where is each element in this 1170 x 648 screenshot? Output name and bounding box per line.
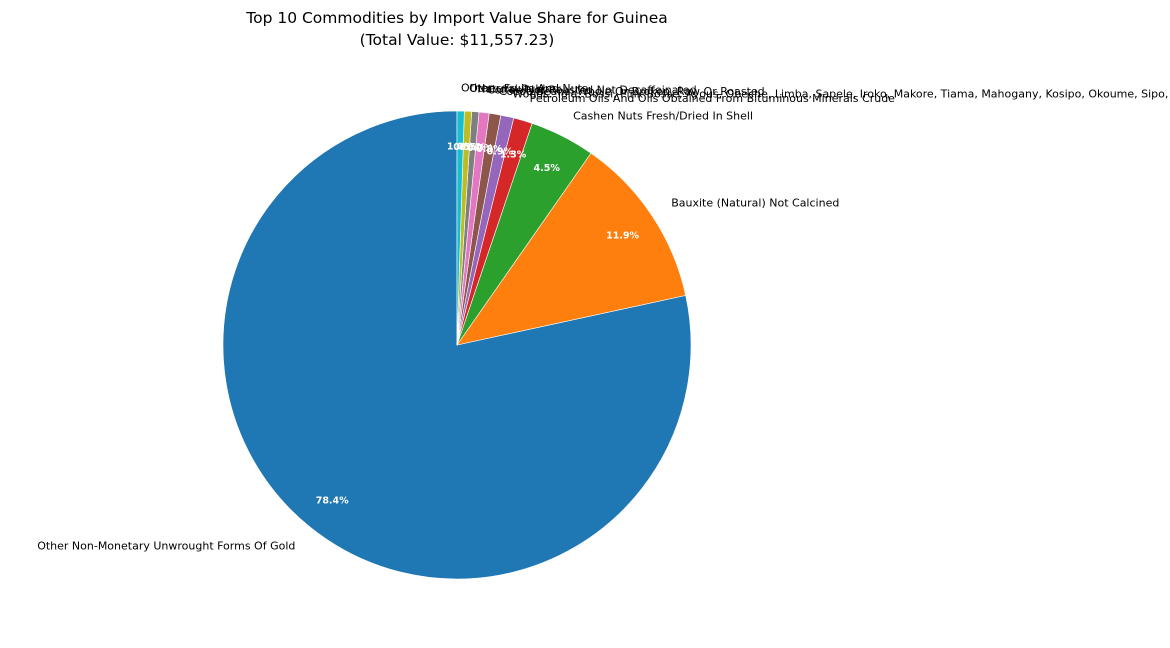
pct-label-other-fruits-and-nuts: 0.5% — [453, 142, 480, 153]
slice-label-natural-rubber: Natural Rubber — [477, 82, 561, 95]
pct-label-natural-rubber: 0.5% — [459, 142, 486, 153]
pct-label-petroleum-oils-and-oils-obtained-from-bi: 1.3% — [500, 150, 527, 161]
slice-label-petroleum-oils-and-oils-obtained-from-bi: Petroleum Oils And Oils Obtained From Bi… — [530, 92, 896, 105]
slice-label-other-non-monetary-unwrought-forms-of-go: Other Non-Monetary Unwrought Forms Of Go… — [37, 539, 295, 552]
pct-label-other: 1.0% — [447, 142, 474, 153]
pie-slice-bauxite-natural-not-calcined — [456, 152, 687, 346]
pie-slices — [222, 110, 692, 580]
slice-label-other: Other — [461, 82, 493, 95]
pct-label-coffee-not-roasted-not-decaffeinated: 0.7% — [467, 143, 494, 154]
slice-labels: Other Non-Monetary Unwrought Forms Of Go… — [37, 82, 1170, 553]
slice-label-bauxite-natural-not-calcined: Bauxite (Natural) Not Calcined — [671, 196, 839, 209]
slice-label-cashen-nuts-fresh-dried-in-shell: Cashen Nuts Fresh/Dried In Shell — [573, 109, 753, 122]
pct-label-woods-tola-bossi-pink-bosse-ayous-obeche: 0.9% — [487, 146, 514, 157]
pct-label-cashen-nuts-fresh-dried-in-shell: 4.5% — [534, 163, 561, 174]
pct-label-cocoa-beans-whole-or-broken-raw-or-roast: 0.8% — [476, 144, 503, 155]
pie-slice-other — [456, 110, 465, 346]
slice-label-coffee-not-roasted-not-decaffeinated: Coffee Not Roasted Not Decaffeinated — [487, 83, 697, 96]
slice-label-cocoa-beans-whole-or-broken-raw-or-roast: Cocoa Beans, Whole Or Broken, Raw Or Roa… — [499, 85, 765, 98]
slice-label-other-fruits-and-nuts: Other Fruits And Nuts — [469, 82, 588, 95]
pct-label-other-non-monetary-unwrought-forms-of-go: 78.4% — [316, 495, 349, 506]
slice-label-woods-tola-bossi-pink-bosse-ayous-obeche: Woods: Tola, Bossi, Pink Bosse, Ayous, O… — [512, 88, 1170, 101]
chart-subtitle: (Total Value: $11,557.23) — [360, 31, 555, 49]
pct-label-bauxite-natural-not-calcined: 11.9% — [606, 230, 639, 241]
chart-title: Top 10 Commodities by Import Value Share… — [245, 9, 667, 27]
percentage-labels: 78.4% 11.9% 4.5% 1.3%0.9%0.8%0.7%0.5%0.5%1.… — [316, 142, 640, 507]
